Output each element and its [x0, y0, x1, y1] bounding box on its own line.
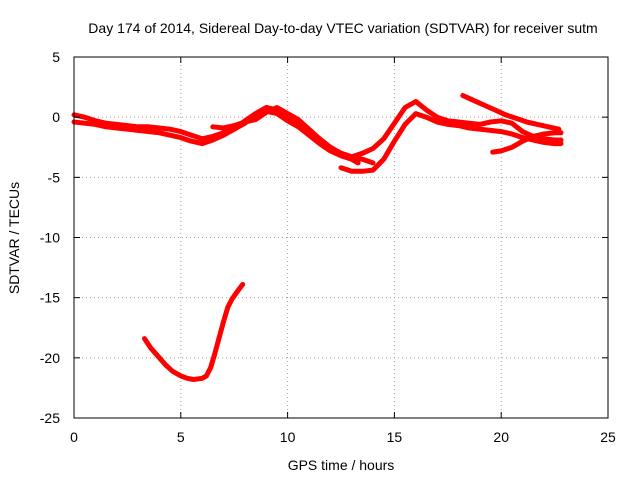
trace-pass-7 — [142, 281, 246, 382]
chart-title: Day 174 of 2014, Sidereal Day-to-day VTE… — [88, 20, 597, 36]
trace-pass-6 — [490, 130, 564, 155]
x-tick-label: 20 — [493, 429, 509, 445]
x-tick-label: 5 — [177, 429, 185, 445]
y-tick-label: -20 — [40, 350, 60, 366]
x-tick-label: 15 — [387, 429, 403, 445]
y-tick-label: -25 — [40, 410, 60, 426]
grid-lines — [74, 57, 608, 418]
trace-pass-2 — [71, 105, 376, 166]
y-tick-label: 5 — [52, 49, 60, 65]
trace-pass-5 — [460, 93, 562, 132]
x-tick-label: 0 — [70, 429, 78, 445]
y-tick-label: 0 — [52, 109, 60, 125]
x-tick-label: 25 — [600, 429, 616, 445]
x-tick-label: 10 — [280, 429, 296, 445]
y-tick-label: -10 — [40, 230, 60, 246]
trace-pass-3 — [210, 99, 564, 160]
axis-ticks: 0 5 10 15 20 25 5 0 -5 -10 -15 -20 -25 — [40, 49, 616, 445]
y-tick-label: -15 — [40, 290, 60, 306]
trace-pass-1 — [71, 108, 361, 166]
data-traces — [71, 93, 564, 382]
y-axis-label: SDTVAR / TECUs — [6, 182, 22, 294]
y-tick-label: -5 — [48, 169, 61, 185]
x-axis-label: GPS time / hours — [288, 457, 395, 473]
